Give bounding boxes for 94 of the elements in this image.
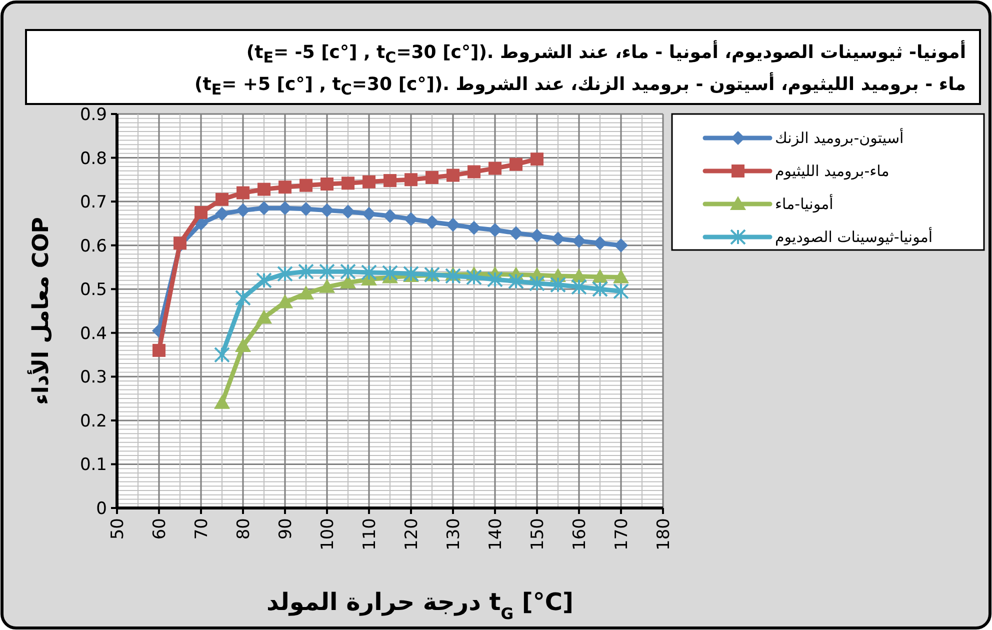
point	[214, 346, 230, 363]
x-tick-label: 160	[570, 518, 590, 550]
point	[551, 232, 565, 246]
y-tick-label: 0.2	[80, 411, 107, 432]
point	[215, 206, 229, 221]
legend-label: أمونيا-ثيوسينات الصوديوم	[775, 227, 933, 246]
point	[488, 223, 502, 238]
point	[278, 201, 292, 216]
x-tick-label: 50	[108, 518, 128, 540]
point	[509, 226, 523, 240]
point	[342, 176, 354, 190]
point	[194, 206, 208, 219]
point	[235, 338, 251, 352]
point	[445, 268, 461, 284]
y-tick-label: 0.9	[80, 105, 107, 125]
point	[383, 209, 397, 223]
point	[571, 278, 587, 295]
point	[300, 178, 312, 192]
point	[174, 236, 186, 250]
x-tick-label: 150	[528, 518, 548, 550]
point	[319, 278, 335, 293]
x-tick-label: 80	[234, 518, 254, 540]
point	[319, 264, 335, 280]
point	[488, 162, 502, 175]
point	[508, 273, 524, 290]
point	[446, 218, 460, 232]
point	[152, 344, 166, 357]
point	[257, 201, 271, 216]
x-tick-label: 140	[486, 518, 506, 550]
y-tick-label: 0.6	[80, 236, 107, 256]
point	[340, 264, 356, 280]
point	[530, 228, 544, 243]
point	[384, 174, 396, 188]
x-tick-label: 110	[360, 518, 380, 550]
point	[613, 269, 629, 284]
y-tick-label: 0.3	[80, 368, 107, 388]
x-tick-label: 60	[150, 518, 170, 540]
point	[592, 268, 608, 283]
legend-label: أسيتون-بروميد الزنك	[775, 128, 904, 147]
point	[404, 173, 418, 186]
point	[320, 178, 334, 191]
point	[277, 266, 293, 282]
y-tick-label: 0.1	[80, 455, 107, 476]
y-tick-label: 0.7	[80, 192, 107, 213]
point	[214, 394, 230, 409]
point	[256, 310, 272, 324]
x-tick-label: 170	[612, 518, 632, 550]
point	[614, 238, 628, 252]
point	[361, 264, 377, 280]
point	[298, 285, 314, 300]
x-tick-label: 130	[444, 518, 464, 550]
point	[592, 281, 608, 298]
x-tick-label: 90	[276, 518, 296, 540]
y-tick-label: 0	[96, 499, 107, 519]
point	[320, 203, 334, 218]
point	[613, 283, 629, 300]
point	[341, 204, 355, 219]
point	[340, 274, 356, 289]
point	[278, 180, 292, 194]
point	[446, 168, 460, 182]
point	[362, 175, 376, 188]
point	[235, 290, 251, 306]
legend-label: ماء-بروميد الليثيوم	[775, 162, 890, 180]
y-tick-label: 0.4	[80, 324, 107, 344]
point	[216, 192, 228, 206]
point	[529, 275, 545, 292]
point	[258, 182, 270, 196]
point	[572, 234, 586, 248]
point	[593, 236, 607, 250]
x-tick-label: 120	[402, 518, 422, 550]
x-tick-label: 100	[318, 518, 338, 550]
point	[550, 276, 566, 293]
point	[425, 215, 439, 230]
y-tick-label: 0.5	[80, 280, 107, 300]
point	[256, 272, 272, 288]
point	[487, 271, 503, 288]
point	[404, 212, 418, 226]
point	[236, 203, 250, 218]
point	[468, 165, 480, 178]
point	[362, 206, 376, 221]
x-tick-label: 70	[192, 518, 212, 540]
point	[466, 269, 482, 286]
legend-label: أمونيا-ماء	[775, 194, 834, 213]
point	[467, 220, 481, 235]
point	[298, 264, 314, 280]
point	[426, 170, 438, 184]
y-tick-label: 0.8	[80, 148, 107, 169]
y-axis-title: معامل الأداء COP	[27, 217, 54, 405]
point	[510, 158, 522, 171]
x-tick-label: 180	[654, 518, 674, 550]
point	[236, 186, 250, 200]
point	[382, 264, 398, 281]
point	[299, 202, 313, 216]
point	[530, 152, 544, 166]
